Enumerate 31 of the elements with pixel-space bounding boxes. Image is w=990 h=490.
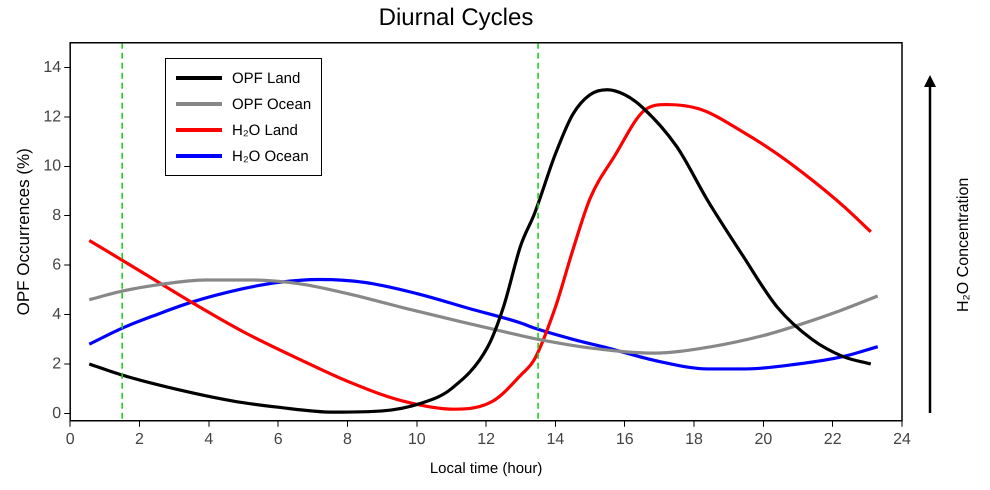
chart-title: Diurnal Cycles [378,4,534,32]
x-axis-title: Local time (hour) [430,460,542,478]
y-tick-label: 0 [52,404,62,422]
x-tick-label: 14 [546,430,564,448]
x-tick-label: 22 [824,430,842,448]
x-tick-label: 12 [477,430,496,448]
x-tick-label: 24 [893,430,911,448]
y-tick-label: 2 [52,355,62,372]
y-tick-label: 8 [52,207,62,224]
y-tick-label: 14 [43,58,62,76]
y2-axis-title: H₂O Concentration [955,176,973,314]
x-tick-label: 6 [274,430,283,448]
x-tick-label: 20 [754,430,772,448]
legend-label: OPF Land [232,70,300,86]
y-tick-label: 6 [52,256,62,274]
x-tick-label: 18 [685,430,704,448]
legend-label: OPF Ocean [232,96,312,112]
x-tick-label: 10 [408,430,426,448]
y-axis-title: OPF Occurrences (%) [14,148,33,316]
x-tick-label: 2 [135,430,144,448]
x-tick-label: 0 [66,430,75,448]
y-tick-label: 10 [43,158,62,175]
x-tick-label: 8 [343,430,352,448]
legend-label: H₂O Land [232,122,298,138]
line-series [88,278,880,355]
x-tick-label: 4 [204,430,214,448]
y-tick-label: 12 [43,108,62,126]
y-tick-label: 4 [52,306,62,323]
x-tick-label: 16 [616,430,634,448]
legend-label: H₂O Ocean [232,148,309,164]
line-series [88,278,880,371]
